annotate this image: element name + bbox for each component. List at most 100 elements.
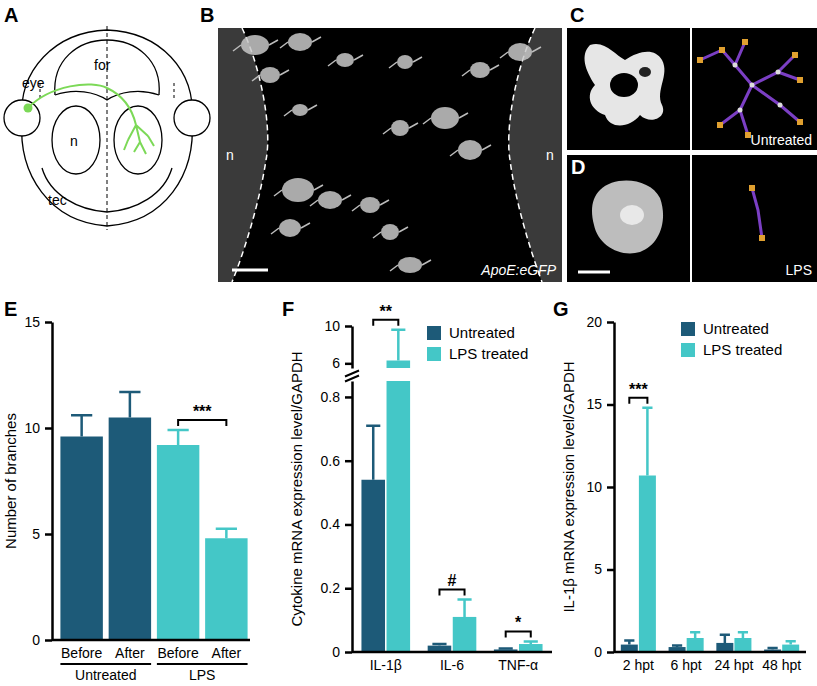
cell — [458, 140, 482, 160]
cell-process — [390, 260, 431, 271]
tick-mark — [45, 321, 52, 324]
bar — [687, 638, 704, 652]
error-bar — [168, 430, 189, 445]
legend-swatch — [427, 326, 441, 340]
error-bar — [366, 426, 380, 480]
error-bar — [690, 632, 700, 638]
scale-bar — [578, 271, 610, 274]
cell — [292, 104, 308, 116]
cell — [508, 43, 532, 61]
tick-mark — [345, 363, 352, 366]
legend-label: LPS treated — [703, 341, 782, 358]
legend-swatch — [681, 343, 695, 357]
dashed-boundary — [509, 28, 542, 282]
group-label: Untreated — [75, 667, 136, 683]
error-bar — [767, 648, 777, 650]
cell — [391, 120, 409, 136]
significance-label: * — [515, 614, 522, 631]
tick-label: IL-1β — [370, 657, 402, 673]
tick: 15 — [586, 396, 614, 412]
bar — [361, 480, 385, 652]
tick-label: 0.8 — [321, 389, 341, 405]
x-axis: BeforeAfterBeforeAfter — [52, 640, 250, 661]
tick-label: 10 — [324, 318, 340, 334]
tick: 48 hpt — [762, 657, 801, 673]
image-background — [218, 28, 562, 282]
image-background — [692, 155, 817, 282]
error-bar — [672, 645, 682, 647]
image-background — [567, 28, 690, 150]
cell-process — [310, 195, 351, 206]
image-c: Untreated — [567, 28, 817, 150]
tick: 10 — [324, 318, 352, 334]
x-axis-line — [614, 651, 806, 654]
panel-letter: F — [282, 298, 294, 320]
tick: 0 — [32, 632, 52, 648]
tick: IL-1β — [370, 657, 402, 673]
tick-mark — [345, 325, 352, 328]
tracing — [752, 188, 762, 238]
image-label: n — [226, 147, 234, 163]
tick-label: 24 hpt — [714, 657, 753, 673]
branch-tip — [719, 47, 725, 53]
x-axis: 2 hpt 6 hpt 24 hpt 48 hpt — [614, 652, 806, 673]
tick: 0 — [594, 644, 614, 660]
tick: 6 — [332, 355, 352, 371]
tick-mark — [345, 651, 352, 654]
cell — [470, 62, 490, 78]
tick-label: 0.2 — [321, 580, 341, 596]
axis-break — [345, 371, 359, 382]
tick-label: IL-6 — [440, 657, 464, 673]
y-axis: 0 5 10 15 20 — [586, 314, 614, 660]
legend: UntreatedLPS treated — [427, 324, 528, 362]
neuropil-haze — [218, 28, 268, 282]
cell — [397, 55, 413, 69]
tick-mark — [607, 321, 614, 324]
error-bar — [432, 644, 446, 646]
tick: 2 hpt — [623, 657, 654, 673]
legend-swatch — [681, 322, 695, 336]
error-bar — [642, 408, 652, 476]
panel-letter: G — [553, 298, 569, 320]
branch-tip — [717, 122, 723, 128]
error-bar — [457, 599, 471, 617]
significance-bracket — [178, 420, 226, 426]
branch-tip — [797, 119, 803, 125]
cell — [585, 44, 665, 126]
branch-node — [778, 103, 783, 108]
y-axis-lower: 00.20.40.60.8 — [321, 382, 353, 660]
eye-left — [4, 100, 40, 136]
panel-letter: E — [4, 298, 17, 320]
tick: 0.8 — [321, 389, 352, 405]
diagram-label: for — [94, 57, 111, 73]
tick-label: Before — [157, 645, 198, 661]
scale-bar — [232, 269, 268, 272]
tick: 20 — [586, 314, 614, 330]
neuropil-left — [52, 106, 100, 174]
image-background — [692, 28, 817, 150]
neuropil-haze — [509, 28, 562, 282]
cell-process — [233, 40, 278, 51]
plot-marks — [361, 330, 542, 652]
branch-node — [750, 83, 755, 88]
cell — [592, 181, 663, 254]
cell-process — [252, 70, 289, 81]
dashed-boundary — [232, 28, 268, 282]
tick-mark — [45, 639, 52, 642]
tick-label: 10 — [24, 420, 40, 436]
tick: 6 hpt — [671, 657, 702, 673]
tick-label: 20 — [586, 314, 602, 330]
cell-process — [271, 223, 310, 234]
tick-label: 0.6 — [321, 453, 341, 469]
tick: 10 — [586, 479, 614, 495]
image-caption: LPS — [786, 262, 812, 278]
tick-mark — [607, 569, 614, 572]
cell — [260, 67, 280, 83]
tick-label: 0 — [594, 644, 602, 660]
bar — [453, 617, 477, 652]
y-axis-line — [51, 323, 54, 641]
bar — [734, 638, 751, 652]
cell-vacuole — [639, 67, 651, 77]
significance-label: *** — [193, 403, 212, 420]
tick: 5 — [594, 561, 614, 577]
